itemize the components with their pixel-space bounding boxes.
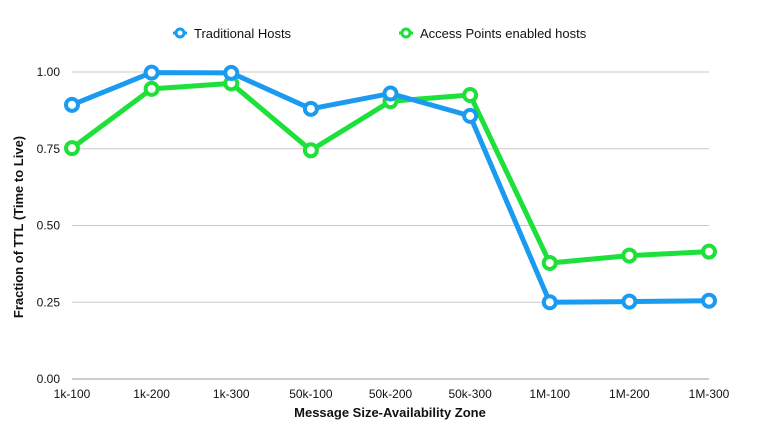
y-tick-label: 0.75 bbox=[37, 142, 61, 156]
x-tick-label: 1k-100 bbox=[54, 387, 91, 401]
y-tick-label: 0.00 bbox=[37, 372, 61, 386]
y-axis-ticks: 0.00 0.25 0.50 0.75 1.00 bbox=[37, 65, 61, 386]
x-tick-label: 50k-100 bbox=[289, 387, 333, 401]
legend-marker bbox=[400, 27, 412, 39]
data-point bbox=[621, 293, 638, 310]
x-tick-label: 1k-200 bbox=[133, 387, 170, 401]
y-tick-label: 1.00 bbox=[37, 65, 61, 79]
data-point bbox=[701, 243, 717, 260]
x-tick-label: 50k-300 bbox=[448, 387, 492, 401]
data-point bbox=[621, 247, 638, 264]
data-point bbox=[462, 87, 479, 104]
data-point bbox=[302, 100, 319, 117]
data-point bbox=[701, 292, 717, 309]
data-point bbox=[64, 140, 80, 157]
x-tick-label: 1k-300 bbox=[213, 387, 250, 401]
x-tick-label: 1M-100 bbox=[529, 387, 570, 401]
legend-marker bbox=[174, 27, 186, 39]
data-point bbox=[223, 64, 240, 81]
x-axis-ticks: 1k-100 1k-200 1k-300 50k-100 50k-200 50k-300 1… bbox=[54, 387, 730, 401]
data-point bbox=[143, 80, 160, 97]
data-point bbox=[382, 85, 399, 102]
legend-label: Traditional Hosts bbox=[194, 26, 292, 41]
data-point bbox=[302, 142, 319, 159]
data-point bbox=[541, 294, 558, 311]
x-tick-label: 50k-200 bbox=[369, 387, 413, 401]
x-axis-title: Message Size-Availability Zone bbox=[294, 405, 486, 420]
x-tick-label: 1M-300 bbox=[689, 387, 730, 401]
y-tick-label: 0.50 bbox=[37, 219, 61, 233]
legend-label: Access Points enabled hosts bbox=[420, 26, 587, 41]
y-tick-label: 0.25 bbox=[37, 295, 61, 309]
data-point bbox=[541, 254, 558, 271]
x-tick-label: 1M-200 bbox=[609, 387, 650, 401]
data-point bbox=[143, 64, 160, 81]
gridlines bbox=[72, 71, 709, 380]
data-point bbox=[64, 96, 80, 113]
data-point bbox=[462, 107, 479, 124]
y-axis-title: Fraction of TTL (Time to Live) bbox=[11, 136, 26, 318]
series-points bbox=[64, 64, 717, 311]
series-line bbox=[69, 80, 712, 266]
legend: Traditional Hosts Access Points enabled h… bbox=[173, 26, 587, 41]
